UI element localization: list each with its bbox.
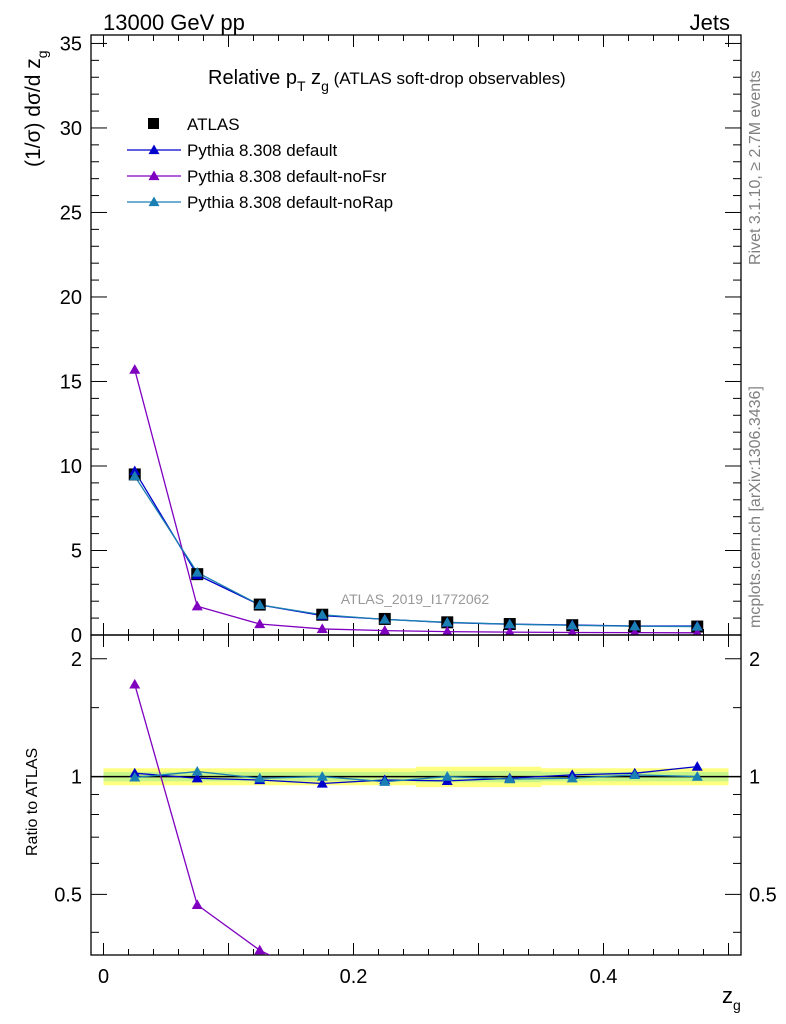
ratio-series-group xyxy=(129,678,703,1010)
legend-marker-2 xyxy=(148,196,160,207)
y-tick-label: 5 xyxy=(71,540,82,562)
series-marker-1 xyxy=(504,626,515,635)
series-marker-2 xyxy=(566,619,578,630)
ratio-marker-1 xyxy=(692,1000,703,1010)
y-tick-label: 15 xyxy=(60,371,82,393)
series-marker-2 xyxy=(316,609,328,619)
ratio-marker-2 xyxy=(191,766,203,776)
ratio-marker-2 xyxy=(379,776,391,786)
ratio-marker-2 xyxy=(129,771,141,782)
ratio-marker-2 xyxy=(566,772,578,783)
x-tick-label: 0.2 xyxy=(340,966,368,988)
series-marker-1 xyxy=(442,626,453,635)
legend-marker-data xyxy=(148,118,159,129)
ratio-marker-2 xyxy=(254,772,266,783)
legend-label-1: Pythia 8.308 default-noFsr xyxy=(187,167,387,186)
ratio-marker-2 xyxy=(629,769,641,779)
series-marker-1 xyxy=(379,625,391,635)
series-marker-1 xyxy=(630,627,640,635)
series-marker-2 xyxy=(691,621,703,631)
y-tick-label: 30 xyxy=(60,118,82,140)
series-marker-1 xyxy=(129,364,141,374)
series-line-2 xyxy=(134,475,698,628)
ratio-marker-0 xyxy=(691,761,703,771)
ratio-tick-label-right: 0.5 xyxy=(749,884,777,906)
ratio-frame xyxy=(90,634,742,956)
ratio-marker-1 xyxy=(379,994,390,1004)
ratio-marker-1 xyxy=(629,994,640,1004)
x-axis-label: zg xyxy=(722,983,741,1013)
legend-marker-1 xyxy=(148,170,160,181)
ratio-line-0 xyxy=(134,766,698,785)
ratio-marker-0 xyxy=(191,772,203,783)
ratio-marker-2 xyxy=(316,771,328,781)
y-axis-label: (1/σ) dσ/d zg xyxy=(22,50,50,167)
x-tick-label: 0.4 xyxy=(590,966,618,988)
ratio-tick-label: 0.5 xyxy=(54,884,82,906)
ratio-line-2 xyxy=(134,770,698,783)
series-marker-2 xyxy=(129,470,141,481)
legend-label-data: ATLAS xyxy=(187,115,240,134)
series-marker-1 xyxy=(692,627,702,635)
ratio-marker-0 xyxy=(316,778,328,788)
series-marker-0 xyxy=(129,465,141,476)
ratio-marker-1 xyxy=(317,976,328,986)
legend-marker-0 xyxy=(148,144,160,155)
series-line-1 xyxy=(134,369,698,634)
ratio-line-1 xyxy=(134,684,271,955)
mcplots-label: mcplots.cern.ch [arXiv:1306.3436] xyxy=(747,386,764,628)
ratio-axis-label: Ratio to ATLAS xyxy=(24,748,41,856)
ratio-marker-1 xyxy=(504,1000,515,1010)
series-marker-2 xyxy=(254,599,266,610)
y-tick-label: 25 xyxy=(60,202,82,224)
ratio-marker-1 xyxy=(129,678,141,689)
analysis-id-label: ATLAS_2019_I1772062 xyxy=(341,591,490,607)
series-marker-1 xyxy=(191,600,203,611)
y-tick-label: 10 xyxy=(60,456,82,478)
plot-title: Relative pT zg (ATLAS soft-drop observab… xyxy=(208,67,566,94)
y-tick-label: 0 xyxy=(71,625,82,647)
series-marker-2 xyxy=(191,566,203,577)
ratio-tick-label: 2 xyxy=(71,649,82,671)
legend-label-0: Pythia 8.308 default xyxy=(187,141,338,160)
ratio-marker-1 xyxy=(567,1000,578,1010)
x-tick-label: 0 xyxy=(98,966,109,988)
series-marker-2 xyxy=(629,620,641,631)
legend-label-2: Pythia 8.308 default-noRap xyxy=(187,193,393,212)
rivet-version-label: Rivet 3.1.10, ≥ 2.7M events xyxy=(747,70,764,265)
ratio-tick-label: 1 xyxy=(71,767,82,789)
ratio-marker-1 xyxy=(442,1000,453,1010)
series-marker-1 xyxy=(316,623,328,634)
y-tick-label: 20 xyxy=(60,287,82,309)
legend: ATLAS Pythia 8.308 default Pythia 8.308 de… xyxy=(127,115,393,212)
process-label: Jets xyxy=(690,10,730,35)
y-tick-label: 35 xyxy=(60,33,82,55)
main-series-group xyxy=(128,364,704,635)
ratio-marker-2 xyxy=(441,771,453,781)
ratio-marker-2 xyxy=(691,771,703,781)
series-marker-2 xyxy=(379,613,391,624)
series-marker-2 xyxy=(441,616,453,627)
ratio-tick-label-right: 2 xyxy=(749,649,760,671)
ratio-marker-2 xyxy=(504,773,516,784)
series-marker-1 xyxy=(254,618,266,629)
series-marker-2 xyxy=(504,618,516,629)
ratio-panel: 0 0.2 0.4 0.5 0.5 1 1 2 2 xyxy=(54,634,777,1010)
main-panel: 0 5 10 15 20 25 30 35 xyxy=(60,33,742,955)
collision-energy-label: 13000 GeV pp xyxy=(103,10,245,35)
ratio-marker-1 xyxy=(191,899,203,910)
ratio-tick-label-right: 1 xyxy=(749,767,760,789)
series-marker-1 xyxy=(567,626,577,635)
ratio-marker-1 xyxy=(254,944,266,955)
